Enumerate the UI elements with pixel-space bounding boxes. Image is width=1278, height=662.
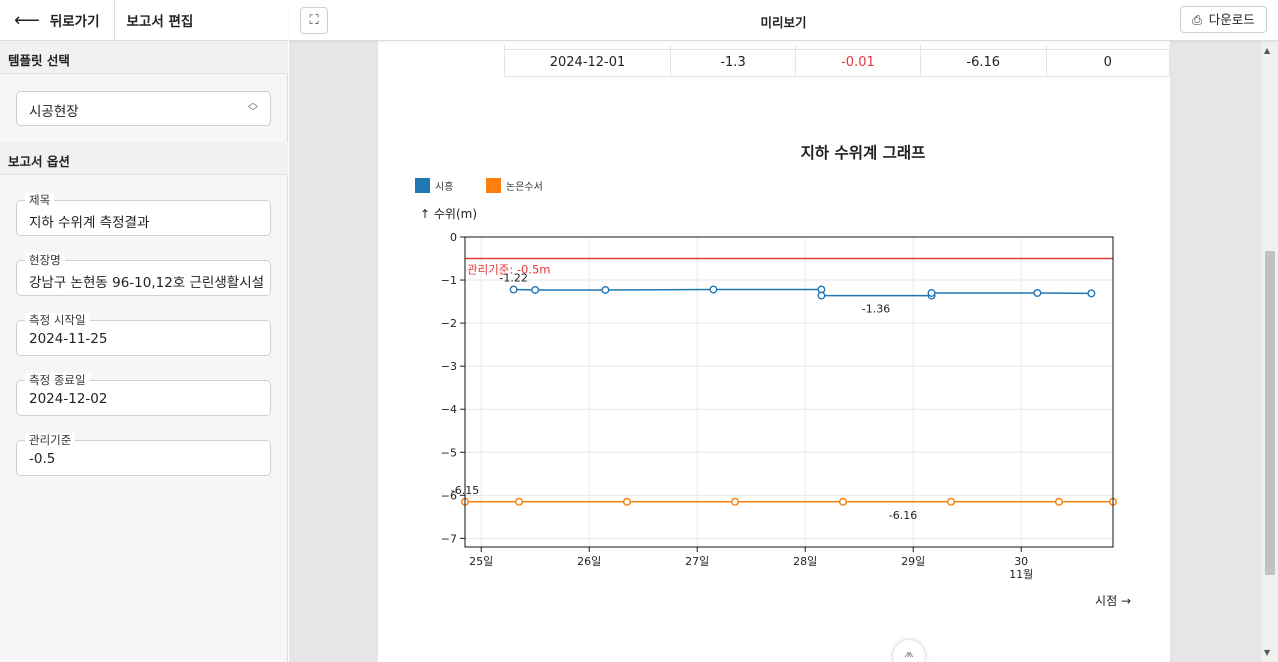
data-label-0-1: -1.36 xyxy=(862,303,890,316)
data-point-0-5 xyxy=(817,291,826,300)
back-button-label: 뒤로가기 xyxy=(49,14,100,30)
data-point-0-2 xyxy=(601,285,610,294)
scrollbar-thumb[interactable] xyxy=(1265,251,1275,575)
legend-swatch-0 xyxy=(415,178,430,193)
title-field-label: 제목 xyxy=(25,193,55,207)
back-button[interactable]: ⟵ 뒤로가기 xyxy=(0,0,115,41)
site-name-field[interactable]: 현장명 강남구 논현동 96-10,12호 근린생활시설 xyxy=(16,253,271,296)
page-title: 보고서 편집 xyxy=(126,14,194,30)
data-point-1-1 xyxy=(514,497,523,506)
chart-title: 지하 수위계 그래프 xyxy=(800,144,926,162)
x-tick-label-4: 29일 xyxy=(901,554,925,568)
table-cell: -6.16 xyxy=(919,48,1047,77)
y-tick-label-3: −3 xyxy=(441,360,457,373)
options-section-header: 보고서 옵션 xyxy=(0,142,288,175)
x-tick-label-3: 28일 xyxy=(793,554,817,568)
x-month-label: 11월 xyxy=(1009,568,1033,581)
end-date-field[interactable]: 측정 종료일 2024-12-02 xyxy=(16,373,271,416)
report-page: 2024-12-01 -1.3 -0.01 -6.16 0 지하 수위계 그래프… xyxy=(378,41,1171,662)
data-point-1-4 xyxy=(839,497,848,506)
measurement-table: 2024-12-01 -1.3 -0.01 -6.16 0 xyxy=(503,45,1171,77)
table-cell-change: -0.01 xyxy=(795,48,921,77)
template-section-header: 템플릿 선택 xyxy=(0,41,288,74)
threshold-label: 관리기준: -0.5m xyxy=(467,263,551,277)
start-date-field[interactable]: 측정 시작일 2024-11-25 xyxy=(16,313,271,356)
scroll-down-icon[interactable]: ▼ xyxy=(1264,648,1271,657)
fullscreen-button[interactable]: ⛶ xyxy=(300,7,328,34)
data-point-1-6 xyxy=(1055,497,1064,506)
x-axis-label: 시점 → xyxy=(1095,594,1131,608)
preview-topbar: ⛶ 미리보기 ⎙ 다운로드 xyxy=(289,0,1278,41)
legend-label-0: 시흥 xyxy=(435,180,453,193)
x-tick-label-5: 30 xyxy=(1014,555,1028,568)
y-tick-label-1: −1 xyxy=(441,274,457,287)
x-tick-label-1: 26일 xyxy=(577,554,601,568)
threshold-field-value: -0.5 xyxy=(29,451,56,467)
data-label-0-0: -1.22 xyxy=(499,272,527,285)
arrow-left-icon: ⟵ xyxy=(14,9,40,31)
data-point-1-5 xyxy=(947,497,956,506)
data-point-0-7 xyxy=(927,288,936,297)
threshold-field-label: 관리기준 xyxy=(25,433,76,447)
template-select[interactable]: 시공현장 ︿ ﹀ xyxy=(16,91,271,126)
y-tick-label-4: −4 xyxy=(441,403,457,416)
download-button[interactable]: ⎙ 다운로드 xyxy=(1180,6,1267,33)
table-row: 2024-12-01 -1.3 -0.01 -6.16 0 xyxy=(503,48,1171,77)
template-select-value: 시공현장 xyxy=(29,104,79,120)
data-point-0-1 xyxy=(531,285,540,294)
data-point-0-3 xyxy=(709,285,718,294)
y-tick-label-0: 0 xyxy=(450,231,457,244)
plot-frame xyxy=(464,236,1114,548)
download-icon: ⎙ xyxy=(1192,13,1202,27)
brand-logo-icon[interactable]: ⩕ xyxy=(893,640,925,662)
table-cell: -1.3 xyxy=(670,48,797,77)
legend-label-1: 논은수서 xyxy=(506,181,543,193)
data-point-0-8 xyxy=(1033,288,1042,297)
water-level-chart: 시흥 논은수서 ↑ 수위(m) 0 −1 −2 −3 −4 −5 −6 −7 25일 26일 27일 28일… xyxy=(415,178,1131,608)
series-line-0 xyxy=(513,288,1092,297)
left-topbar: ⟵ 뒤로가기 보고서 편집 xyxy=(0,0,288,41)
data-point-1-2 xyxy=(622,497,631,506)
x-tick-label-2: 27일 xyxy=(685,554,709,568)
threshold-field[interactable]: 관리기준 -0.5 xyxy=(16,433,271,476)
download-button-label: 다운로드 xyxy=(1208,12,1255,27)
preview-area: ⛶ 미리보기 ⎙ 다운로드 2024-12-01 -1.3 -0.01 -6.1… xyxy=(289,0,1278,662)
preview-title: 미리보기 xyxy=(760,15,807,30)
chevron-updown-icon: ︿ ﹀ xyxy=(248,98,258,118)
report-options-panel: ⟵ 뒤로가기 보고서 편집 템플릿 선택 시공현장 ︿ ﹀ 보고서 옵션 제목 지… xyxy=(0,0,288,662)
data-label-1-1: -6.16 xyxy=(889,509,917,522)
x-tick-label-0: 25일 xyxy=(469,554,493,568)
title-field-value: 지하 수위계 측정결과 xyxy=(29,215,150,231)
end-date-field-label: 측정 종료일 xyxy=(25,373,90,387)
scroll-up-icon[interactable]: ▲ xyxy=(1264,46,1271,55)
site-name-field-value: 강남구 논현동 96-10,12호 근린생활시설 xyxy=(29,275,264,291)
legend-swatch-1 xyxy=(486,178,501,193)
y-axis-label: ↑ 수위(m) xyxy=(420,207,477,221)
data-point-0-0 xyxy=(509,285,518,294)
preview-scrollbar[interactable]: ▲ ▼ xyxy=(1261,41,1278,662)
data-point-0-9 xyxy=(1087,289,1096,298)
start-date-field-value: 2024-11-25 xyxy=(29,331,108,347)
expand-icon: ⛶ xyxy=(309,13,319,28)
table-cell-date: 2024-12-01 xyxy=(503,48,672,77)
y-tick-label-5: −5 xyxy=(441,446,457,459)
end-date-field-value: 2024-12-02 xyxy=(29,391,108,407)
start-date-field-label: 측정 시작일 xyxy=(25,313,90,327)
title-field[interactable]: 제목 지하 수위계 측정결과 xyxy=(16,193,271,236)
y-tick-label-6: −6 xyxy=(441,489,457,502)
site-name-field-label: 현장명 xyxy=(25,253,65,267)
table-cell: 0 xyxy=(1045,48,1171,77)
y-tick-label-7: −7 xyxy=(441,532,457,545)
data-point-1-3 xyxy=(731,497,740,506)
y-tick-label-2: −2 xyxy=(441,317,457,330)
